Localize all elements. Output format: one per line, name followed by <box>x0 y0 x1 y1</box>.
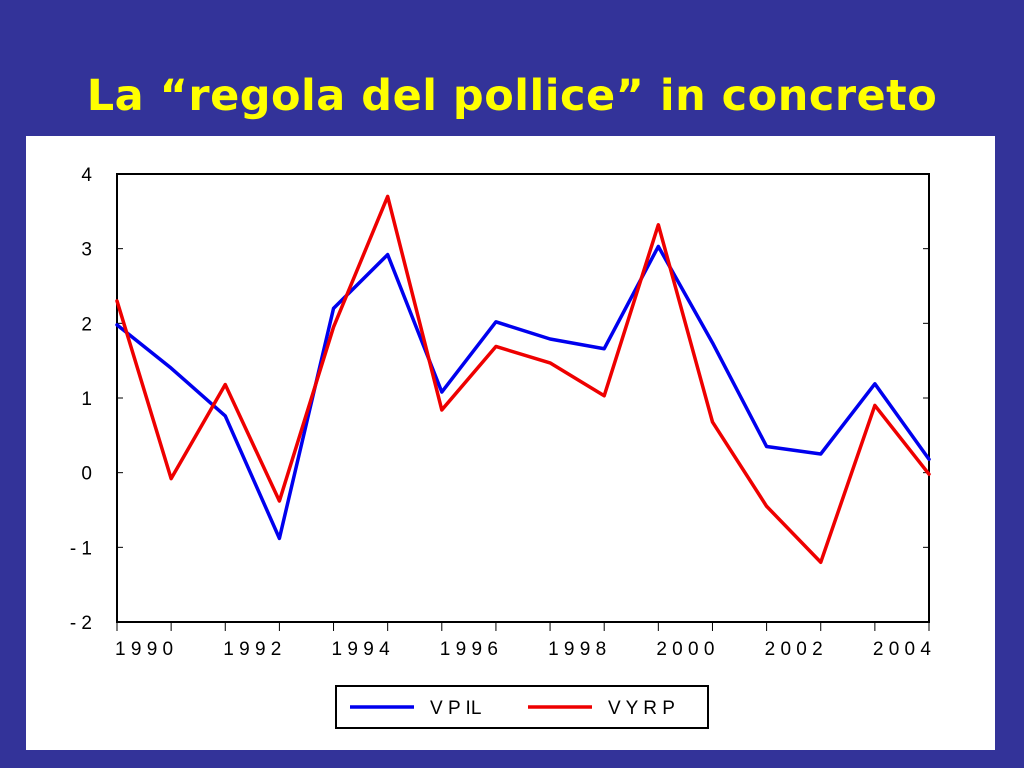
x-tick-label: 1 9 9 0 <box>115 639 173 660</box>
y-tick-label: 3 <box>81 240 92 261</box>
x-tick-label: 2 0 0 4 <box>873 639 932 660</box>
y-tick-label: 2 <box>81 314 92 335</box>
series-line-vpil <box>115 244 931 541</box>
x-tick-label: 1 9 9 2 <box>223 639 281 660</box>
y-axis: 4 3 2 1 0 - 1 - 2 <box>70 165 929 634</box>
x-tick-label: 1 9 9 8 <box>548 639 606 660</box>
y-tick-label: 4 <box>81 165 92 186</box>
plot-area <box>116 173 930 623</box>
legend-label-vpil: V P IL <box>430 698 481 719</box>
y-tick-label: - 2 <box>70 613 92 634</box>
x-tick-label: 2 0 0 2 <box>765 639 823 660</box>
legend: V P IL V Y R P <box>335 685 709 729</box>
legend-label-vyrp: V Y R P <box>608 698 675 719</box>
x-axis: 1 9 9 0 1 9 9 2 1 9 9 4 1 9 9 6 1 9 9 8 2 0 0… <box>115 622 931 660</box>
y-tick-label: 1 <box>81 389 92 410</box>
slide-title: La “regola del pollice” in concreto <box>86 71 938 121</box>
y-tick-label: 0 <box>81 464 92 485</box>
x-tick-label: 1 9 9 6 <box>440 639 498 660</box>
x-tick-label: 2 0 0 0 <box>656 639 714 660</box>
series-lines <box>115 194 931 565</box>
y-tick-label: - 1 <box>70 538 92 559</box>
plot-frame <box>116 173 930 623</box>
series-line-vyrp <box>115 194 931 565</box>
chart-panel: 4 3 2 1 0 - 1 - 2 1 9 9 0 1 9 9 2 1 9 9 4 1 9 9 6… <box>26 136 995 750</box>
line-chart: 4 3 2 1 0 - 1 - 2 1 9 9 0 1 9 9 2 1 9 9 4 1 9 9 6… <box>70 165 931 729</box>
x-tick-label: 1 9 9 4 <box>332 639 391 660</box>
